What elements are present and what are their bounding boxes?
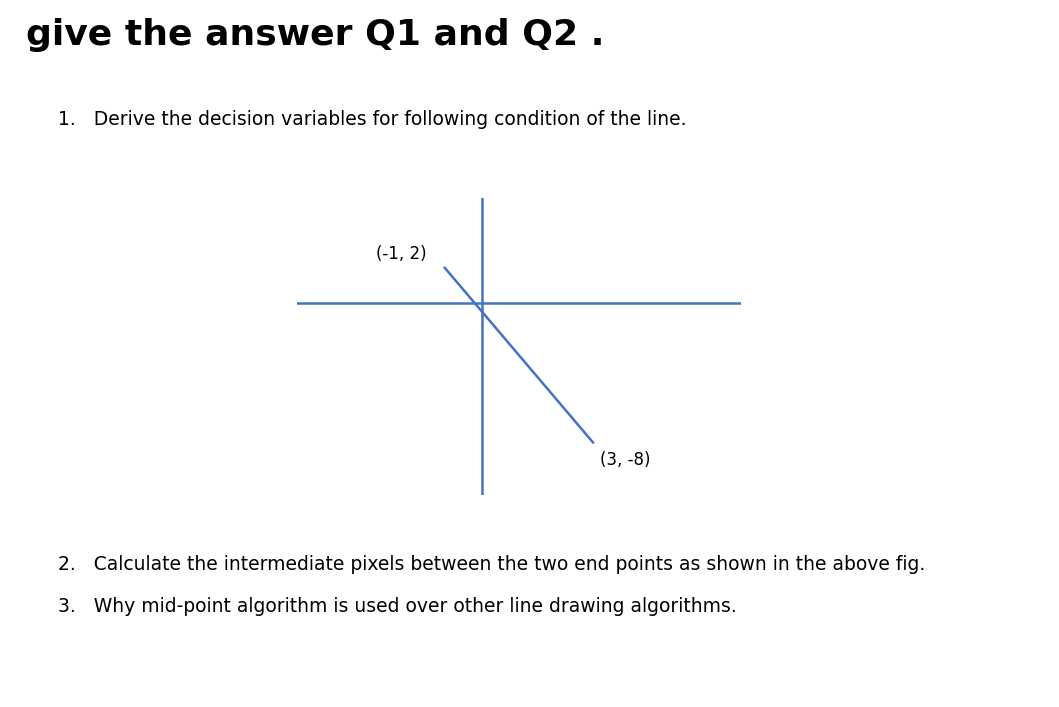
Text: 1.   Derive the decision variables for following condition of the line.: 1. Derive the decision variables for fol… (58, 110, 686, 129)
Text: (-1, 2): (-1, 2) (376, 245, 427, 262)
Text: give the answer Q1 and Q2 .: give the answer Q1 and Q2 . (26, 18, 605, 52)
Text: 3.   Why mid-point algorithm is used over other line drawing algorithms.: 3. Why mid-point algorithm is used over … (58, 597, 737, 617)
Text: (3, -8): (3, -8) (600, 451, 651, 469)
Text: 2.   Calculate the intermediate pixels between the two end points as shown in th: 2. Calculate the intermediate pixels bet… (58, 555, 926, 574)
